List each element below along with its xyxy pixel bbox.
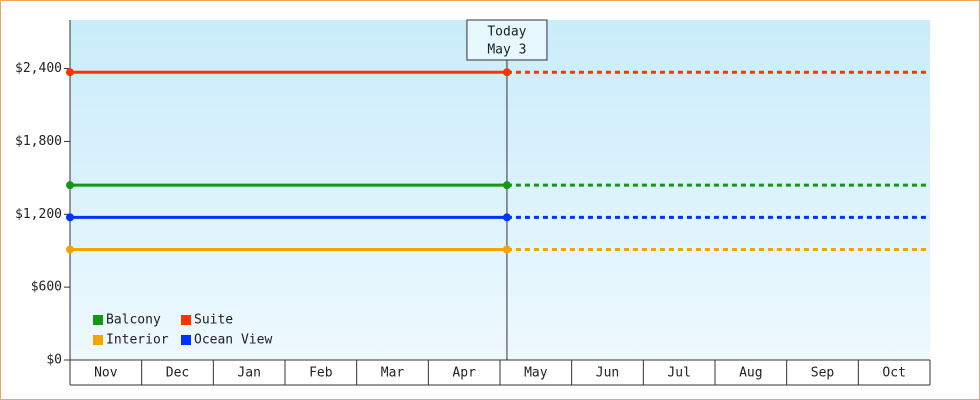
x-tick-label: Mar xyxy=(381,366,405,381)
legend-swatch xyxy=(93,315,103,325)
x-tick-label: Apr xyxy=(452,366,476,381)
x-tick-label: Feb xyxy=(309,366,333,381)
x-tick-label: Nov xyxy=(94,366,118,381)
series-point xyxy=(502,213,511,222)
x-tick-label: Jan xyxy=(237,366,260,381)
x-tick-label: Sep xyxy=(811,366,835,381)
legend-label: Interior xyxy=(106,333,169,348)
legend-label: Ocean View xyxy=(194,333,272,348)
legend-label: Suite xyxy=(194,313,233,328)
series-point xyxy=(66,213,74,222)
series-point xyxy=(66,181,74,190)
x-tick-label: Aug xyxy=(739,366,762,381)
plot-area xyxy=(70,20,930,360)
series-point xyxy=(502,181,511,190)
x-tick-label: Jul xyxy=(667,366,690,381)
today-label: Today xyxy=(487,25,526,40)
x-tick-label: Jun xyxy=(596,366,619,381)
y-tick-label: $1,200 xyxy=(15,207,62,222)
legend-label: Balcony xyxy=(106,313,161,328)
series-point xyxy=(502,245,511,254)
y-tick-label: $1,800 xyxy=(15,134,62,149)
legend-swatch xyxy=(93,335,103,345)
legend-swatch xyxy=(181,315,191,325)
series-point xyxy=(502,68,511,77)
y-tick-label: $0 xyxy=(46,353,62,368)
x-tick-label: Oct xyxy=(882,366,905,381)
series-point xyxy=(66,245,74,254)
series-point xyxy=(66,68,74,77)
x-tick-label: May xyxy=(524,366,548,381)
x-tick-label: Dec xyxy=(166,366,189,381)
today-box xyxy=(466,19,548,61)
y-tick-label: $600 xyxy=(31,280,62,295)
y-tick-label: $2,400 xyxy=(15,61,62,76)
today-date: May 3 xyxy=(487,43,526,58)
legend-swatch xyxy=(181,335,191,345)
